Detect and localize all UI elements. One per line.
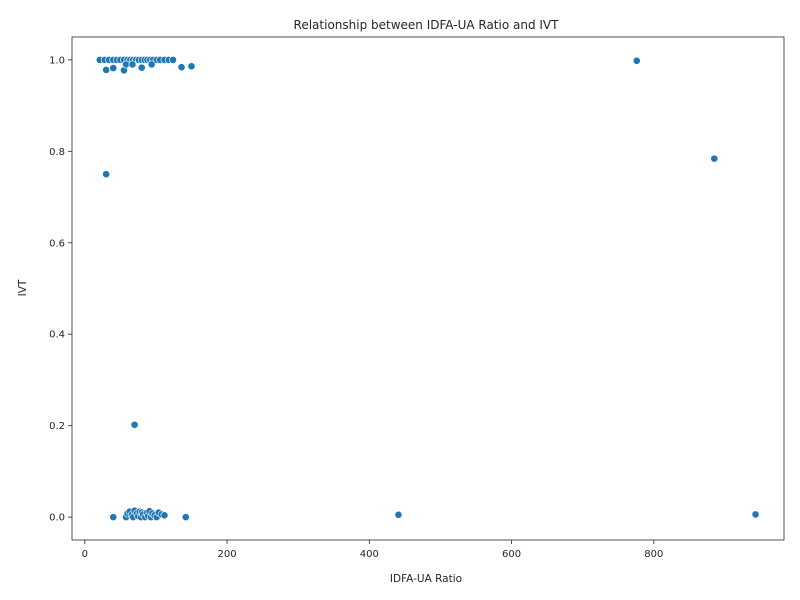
x-tick-label: 800 [644, 549, 663, 560]
scatter-point [751, 510, 760, 519]
scatter-point [160, 511, 169, 520]
scatter-point [710, 154, 719, 163]
plot-frame [71, 36, 785, 541]
y-tick-label: 0.2 [49, 421, 65, 432]
scatter-point [177, 63, 186, 72]
x-tick-label: 400 [360, 549, 379, 560]
scatter-point [130, 420, 139, 429]
y-axis-label: IVT [17, 279, 29, 296]
scatter-point [169, 55, 177, 64]
y-tick-label: 1.0 [49, 55, 65, 66]
y-tick-label: 0.0 [49, 513, 65, 524]
x-tick-label: 600 [502, 549, 521, 560]
scatter-point [147, 60, 156, 69]
x-tick-label: 200 [218, 549, 237, 560]
scatter-point [187, 62, 196, 71]
y-tick-label: 0.6 [49, 238, 65, 249]
points-layer [95, 55, 760, 522]
chart-title: Relationship between IDFA-UA Ratio and I… [294, 18, 560, 32]
x-axis-label: IDFA-UA Ratio [390, 573, 462, 585]
x-tick-label: 0 [82, 549, 88, 560]
y-tick-label: 0.8 [49, 147, 65, 158]
ticks-layer: 0 200 400 600 800 0.0 0.2 0.4 0.6 0.8 1.0 [49, 55, 663, 560]
scatter-point [109, 64, 118, 72]
scatter-point [137, 63, 146, 72]
scatter-point [128, 60, 137, 69]
y-tick-label: 0.4 [49, 330, 65, 341]
scatter-point [109, 513, 118, 522]
scatter-point [102, 66, 111, 74]
scatter-point [394, 510, 403, 519]
scatter-point [632, 56, 641, 65]
scatter-point [181, 513, 190, 522]
scatter-point [102, 170, 111, 179]
